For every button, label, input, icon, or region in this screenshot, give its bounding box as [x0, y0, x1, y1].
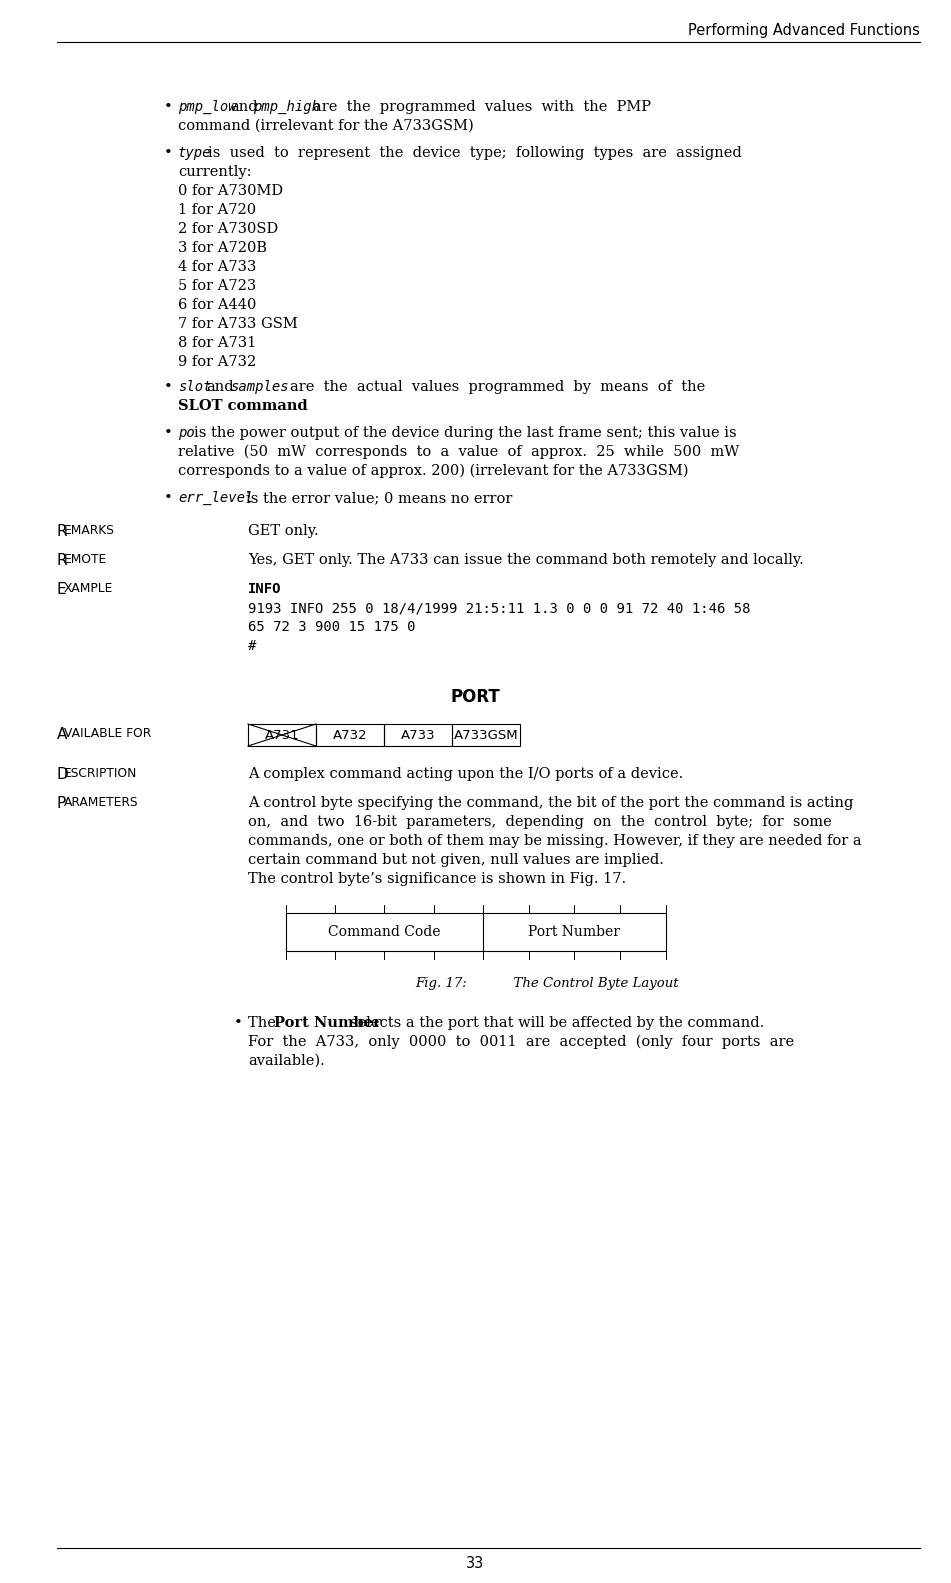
Text: and: and: [230, 100, 258, 114]
Text: 0 for A730MD: 0 for A730MD: [178, 184, 283, 198]
Text: is the power output of the device during the last frame sent; this value is: is the power output of the device during…: [194, 426, 737, 440]
Text: PORT: PORT: [451, 689, 500, 706]
Text: R: R: [57, 524, 68, 538]
Text: For  the  A733,  only  0000  to  0011  are  accepted  (only  four  ports  are: For the A733, only 0000 to 0011 are acce…: [248, 1035, 794, 1050]
Text: INFO: INFO: [248, 583, 281, 597]
Text: A: A: [57, 727, 68, 742]
Text: available).: available).: [248, 1054, 324, 1069]
Text: Port Number: Port Number: [274, 1016, 380, 1031]
Text: The: The: [248, 1016, 281, 1031]
Text: commands, one or both of them may be missing. However, if they are needed for a: commands, one or both of them may be mis…: [248, 834, 862, 848]
Text: #: #: [248, 640, 257, 654]
Text: •: •: [164, 380, 173, 394]
Text: command (irrelevant for the A733GSM): command (irrelevant for the A733GSM): [178, 119, 474, 133]
Text: •: •: [164, 491, 173, 505]
Text: 9193 INFO 255 0 18/4/1999 21:5:11 1.3 0 0 0 91 72 40 1:46 58: 9193 INFO 255 0 18/4/1999 21:5:11 1.3 0 …: [248, 602, 750, 616]
Text: R: R: [57, 552, 68, 568]
Text: 7 for A733 GSM: 7 for A733 GSM: [178, 317, 298, 331]
Text: •: •: [164, 100, 173, 114]
Text: Fig. 17:: Fig. 17:: [416, 977, 467, 989]
Text: err_level: err_level: [178, 491, 253, 505]
Text: is  used  to  represent  the  device  type;  following  types  are  assigned: is used to represent the device type; fo…: [208, 146, 742, 160]
Text: The Control Byte Layout: The Control Byte Layout: [488, 977, 678, 989]
Text: •: •: [164, 146, 173, 160]
Text: is the error value; 0 means no error: is the error value; 0 means no error: [246, 491, 513, 505]
Text: 9 for A732: 9 for A732: [178, 355, 256, 369]
Text: A732: A732: [333, 728, 367, 741]
Text: currently:: currently:: [178, 165, 251, 179]
Text: GET only.: GET only.: [248, 524, 319, 538]
Text: are  the  actual  values  programmed  by  means  of  the: are the actual values programmed by mean…: [290, 380, 706, 394]
Text: slot: slot: [178, 380, 211, 394]
Text: corresponds to a value of approx. 200) (irrelevant for the A733GSM): corresponds to a value of approx. 200) (…: [178, 464, 689, 478]
Text: A control byte specifying the command, the bit of the port the command is acting: A control byte specifying the command, t…: [248, 796, 853, 810]
Text: 3 for A720B: 3 for A720B: [178, 241, 267, 255]
Text: •: •: [164, 426, 173, 440]
Text: samples: samples: [230, 380, 288, 394]
Text: 5 for A723: 5 for A723: [178, 279, 256, 293]
Text: on,  and  two  16-bit  parameters,  depending  on  the  control  byte;  for  som: on, and two 16-bit parameters, depending…: [248, 815, 832, 829]
Text: P: P: [57, 796, 67, 810]
Text: E: E: [57, 583, 67, 597]
Text: pmp_high: pmp_high: [253, 100, 320, 114]
Text: pmp_low: pmp_low: [178, 100, 237, 114]
Text: The control byte’s significance is shown in Fig. 17.: The control byte’s significance is shown…: [248, 872, 626, 886]
Text: Performing Advanced Functions: Performing Advanced Functions: [689, 24, 920, 38]
Text: po: po: [178, 426, 195, 440]
Text: EMARKS: EMARKS: [64, 524, 114, 537]
Text: 65 72 3 900 15 175 0: 65 72 3 900 15 175 0: [248, 621, 416, 635]
Text: and: and: [206, 380, 234, 394]
Text: D: D: [57, 768, 68, 782]
Text: Yes, GET only. The A733 can issue the command both remotely and locally.: Yes, GET only. The A733 can issue the co…: [248, 552, 804, 567]
Text: A complex command acting upon the I/O ports of a device.: A complex command acting upon the I/O po…: [248, 768, 683, 780]
Text: are  the  programmed  values  with  the  PMP: are the programmed values with the PMP: [313, 100, 651, 114]
Text: 6 for A440: 6 for A440: [178, 298, 257, 312]
Text: 1 for A720: 1 for A720: [178, 203, 256, 217]
Text: 33: 33: [466, 1556, 485, 1570]
Text: type: type: [178, 146, 211, 160]
Text: relative  (50  mW  corresponds  to  a  value  of  approx.  25  while  500  mW: relative (50 mW corresponds to a value o…: [178, 445, 739, 459]
Text: A731: A731: [264, 728, 300, 741]
Text: •: •: [234, 1016, 243, 1031]
Text: 4 for A733: 4 for A733: [178, 260, 257, 274]
Text: certain command but not given, null values are implied.: certain command but not given, null valu…: [248, 853, 664, 867]
Text: selects a the port that will be affected by the command.: selects a the port that will be affected…: [350, 1016, 765, 1031]
Text: 2 for A730SD: 2 for A730SD: [178, 222, 279, 236]
Text: SLOT command: SLOT command: [178, 399, 307, 413]
Text: Port Number: Port Number: [529, 924, 620, 939]
Text: VAILABLE FOR: VAILABLE FOR: [64, 727, 151, 739]
Text: 8 for A731: 8 for A731: [178, 336, 256, 350]
Text: ESCRIPTION: ESCRIPTION: [64, 768, 137, 780]
Text: Command Code: Command Code: [328, 924, 440, 939]
Text: ARAMETERS: ARAMETERS: [64, 796, 138, 809]
Text: XAMPLE: XAMPLE: [64, 583, 113, 595]
Text: EMOTE: EMOTE: [64, 552, 107, 567]
Text: A733: A733: [400, 728, 436, 741]
Text: A733GSM: A733GSM: [454, 728, 518, 741]
